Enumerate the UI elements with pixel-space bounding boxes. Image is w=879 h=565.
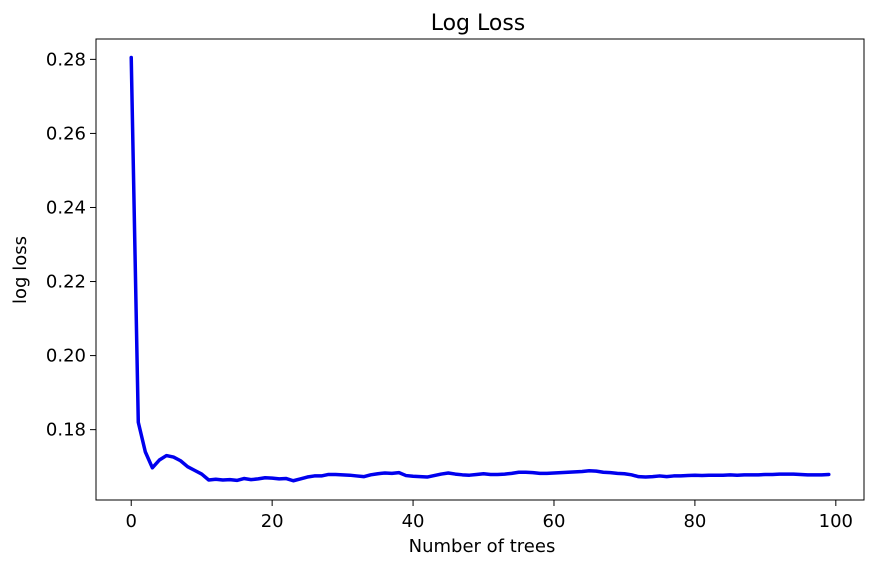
y-tick-label: 0.20 <box>46 346 86 367</box>
x-tick-label: 60 <box>543 511 566 532</box>
x-tick-label: 20 <box>261 511 284 532</box>
y-tick-label: 0.26 <box>46 123 86 144</box>
y-axis-ticks: 0.18 0.20 0.22 0.24 0.26 0.28 <box>46 49 96 441</box>
y-tick-label: 0.22 <box>46 272 86 293</box>
x-tick-label: 40 <box>402 511 425 532</box>
x-tick-label: 100 <box>819 511 853 532</box>
x-tick-label: 0 <box>126 511 137 532</box>
x-tick-label: 80 <box>683 511 706 532</box>
plot-area-frame <box>95 38 865 501</box>
chart-title: Log Loss <box>431 11 526 36</box>
x-axis-ticks: 0 20 40 60 80 100 <box>126 500 853 532</box>
log-loss-line <box>129 55 831 483</box>
y-tick-label: 0.28 <box>46 49 86 70</box>
y-axis-label: log loss <box>10 236 31 304</box>
x-axis-label: Number of trees <box>409 536 556 557</box>
y-tick-label: 0.24 <box>46 197 86 218</box>
y-tick-label: 0.18 <box>46 420 86 441</box>
